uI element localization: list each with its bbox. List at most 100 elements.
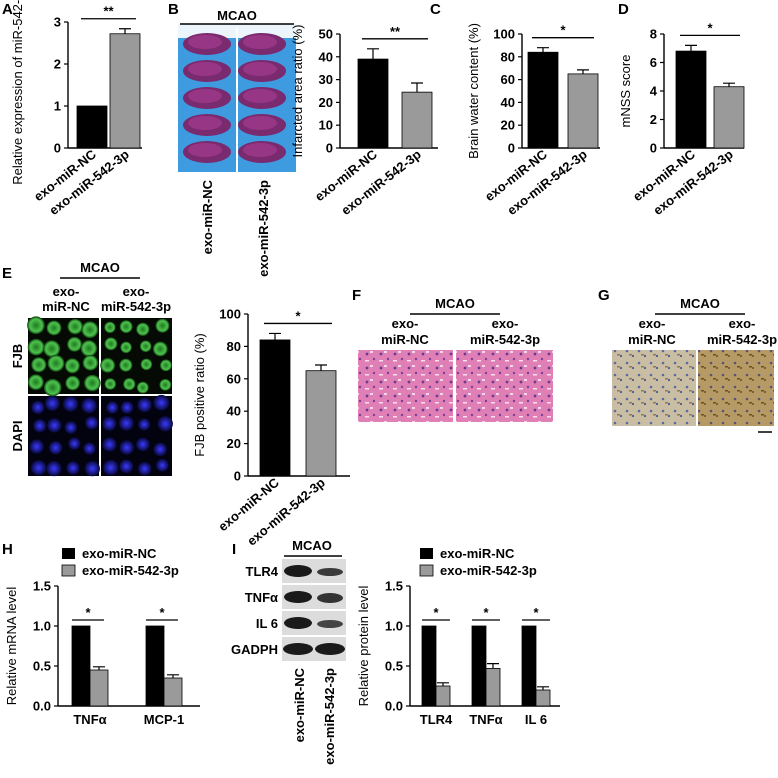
y-tick-label: 40	[501, 95, 515, 110]
legend-h-p3-swatch	[61, 564, 76, 577]
y-axis-label: Relative protein level	[356, 586, 371, 707]
chart-b: 0 10 20 30 40 50 Infarcted area ratio (%) exo-m…	[290, 24, 438, 218]
y-tick-label: 100	[493, 27, 515, 42]
ihc-stain-images	[612, 350, 774, 433]
mcao-header-b: MCAO	[217, 8, 257, 23]
error-bar	[437, 682, 449, 686]
mcao-header-f: MCAO	[435, 296, 475, 311]
error-bar	[315, 364, 327, 371]
panel-label-i: I	[232, 541, 236, 558]
significance-marker: *	[483, 605, 489, 620]
bar	[259, 339, 291, 477]
bar	[527, 51, 559, 149]
g-col1-line1: exo-	[639, 316, 666, 331]
y-tick-label: 30	[319, 72, 333, 87]
y-tick-label: 2	[650, 112, 657, 127]
bar	[435, 685, 451, 707]
g-col1-line2: miR-NC	[628, 332, 676, 347]
error-bar	[269, 332, 281, 340]
x-tick-label: TNFα	[469, 712, 502, 727]
y-tick-label: 0.5	[385, 659, 403, 674]
chart-h: 0.0 0.5 1.0 1.5 Relative mRNA level TNFα MCP-1…	[4, 579, 200, 727]
panel-label-a: A	[2, 1, 13, 18]
bar	[357, 58, 389, 149]
band-il6: IL 6	[256, 616, 278, 631]
x-tick-label: IL 6	[525, 712, 547, 727]
legend-h: exo-miR-NC exo-miR-542-3p	[61, 546, 179, 578]
y-tick-label: 0.5	[33, 659, 51, 674]
bar	[675, 50, 707, 149]
y-tick-label: 100	[219, 307, 241, 322]
bar	[713, 86, 745, 149]
error-bar	[119, 28, 131, 34]
legend-i: exo-miR-NC exo-miR-542-3p	[419, 546, 537, 578]
western-blot-image	[282, 559, 346, 661]
y-tick-label: 40	[227, 404, 241, 419]
x-tick-label: TNFα	[73, 712, 106, 727]
error-bar	[93, 666, 105, 670]
fjb-dapi-images	[27, 316, 173, 477]
x-tick-label: exo-miR-542-3p	[338, 147, 424, 218]
f-col1-line2: miR-NC	[381, 332, 429, 347]
f-col2-line2: miR-542-3p	[470, 332, 540, 347]
lane-label-nc: exo-miR-NC	[292, 667, 307, 742]
mcao-header-i: MCAO	[292, 538, 332, 553]
image-label-b-nc: exo-miR-NC	[200, 179, 215, 254]
bar	[89, 669, 109, 707]
legend-i-p3-label: exo-miR-542-3p	[440, 563, 537, 578]
legend-i-p3-swatch	[419, 564, 434, 577]
y-tick-label: 0	[650, 141, 657, 156]
error-bar	[537, 686, 549, 690]
y-tick-label: 0	[234, 469, 241, 484]
significance-marker: **	[390, 24, 401, 39]
f-col1-line1: exo-	[392, 316, 419, 331]
panel-label-c: C	[430, 1, 441, 18]
significance-marker: *	[295, 308, 301, 323]
y-tick-label: 2	[54, 57, 61, 72]
legend-h-nc-label: exo-miR-NC	[82, 546, 157, 561]
y-tick-label: 1	[54, 99, 61, 114]
significance-marker: *	[159, 605, 165, 620]
y-tick-label: 1.0	[385, 619, 403, 634]
significance-marker: *	[85, 605, 91, 620]
y-tick-label: 80	[501, 49, 515, 64]
bar	[521, 625, 537, 707]
e-row-dapi: DAPI	[10, 420, 25, 451]
error-bar	[487, 663, 499, 669]
error-bar	[167, 674, 179, 678]
y-tick-label: 60	[227, 371, 241, 386]
y-axis-label: Infarcted area ratio (%)	[290, 25, 305, 158]
y-tick-label: 20	[227, 436, 241, 451]
bar	[76, 105, 108, 149]
x-tick-label: MCP-1	[144, 712, 184, 727]
x-tick-label: TLR4	[420, 712, 453, 727]
bar	[109, 33, 141, 149]
y-tick-label: 8	[650, 27, 657, 42]
y-tick-label: 40	[319, 49, 333, 64]
y-tick-label: 20	[501, 118, 515, 133]
legend-h-nc-swatch	[62, 548, 75, 559]
band-tlr4: TLR4	[246, 564, 279, 579]
y-axis-label: mNSS score	[618, 55, 633, 128]
chart-i: 0.0 0.5 1.0 1.5 Relative protein level TLR4 TN…	[356, 579, 560, 727]
e-col1-line2: miR-NC	[42, 299, 90, 314]
g-col2-line2: miR-542-3p	[707, 332, 777, 347]
e-col2-line2: miR-542-3p	[101, 299, 171, 314]
y-axis-label: FJB positive ratio (%)	[192, 333, 207, 457]
y-tick-label: 6	[650, 55, 657, 70]
bar	[471, 625, 487, 707]
lane-label-p3: exo-miR-542-3p	[322, 668, 337, 765]
y-tick-label: 3	[54, 15, 61, 30]
band-tnfa: TNFα	[245, 590, 278, 605]
legend-i-nc-label: exo-miR-NC	[440, 546, 515, 561]
y-tick-label: 0	[326, 141, 333, 156]
mcao-header-e: MCAO	[80, 260, 120, 275]
error-bar	[411, 82, 423, 93]
significance-marker: *	[433, 605, 439, 620]
he-stain-images	[358, 350, 553, 422]
